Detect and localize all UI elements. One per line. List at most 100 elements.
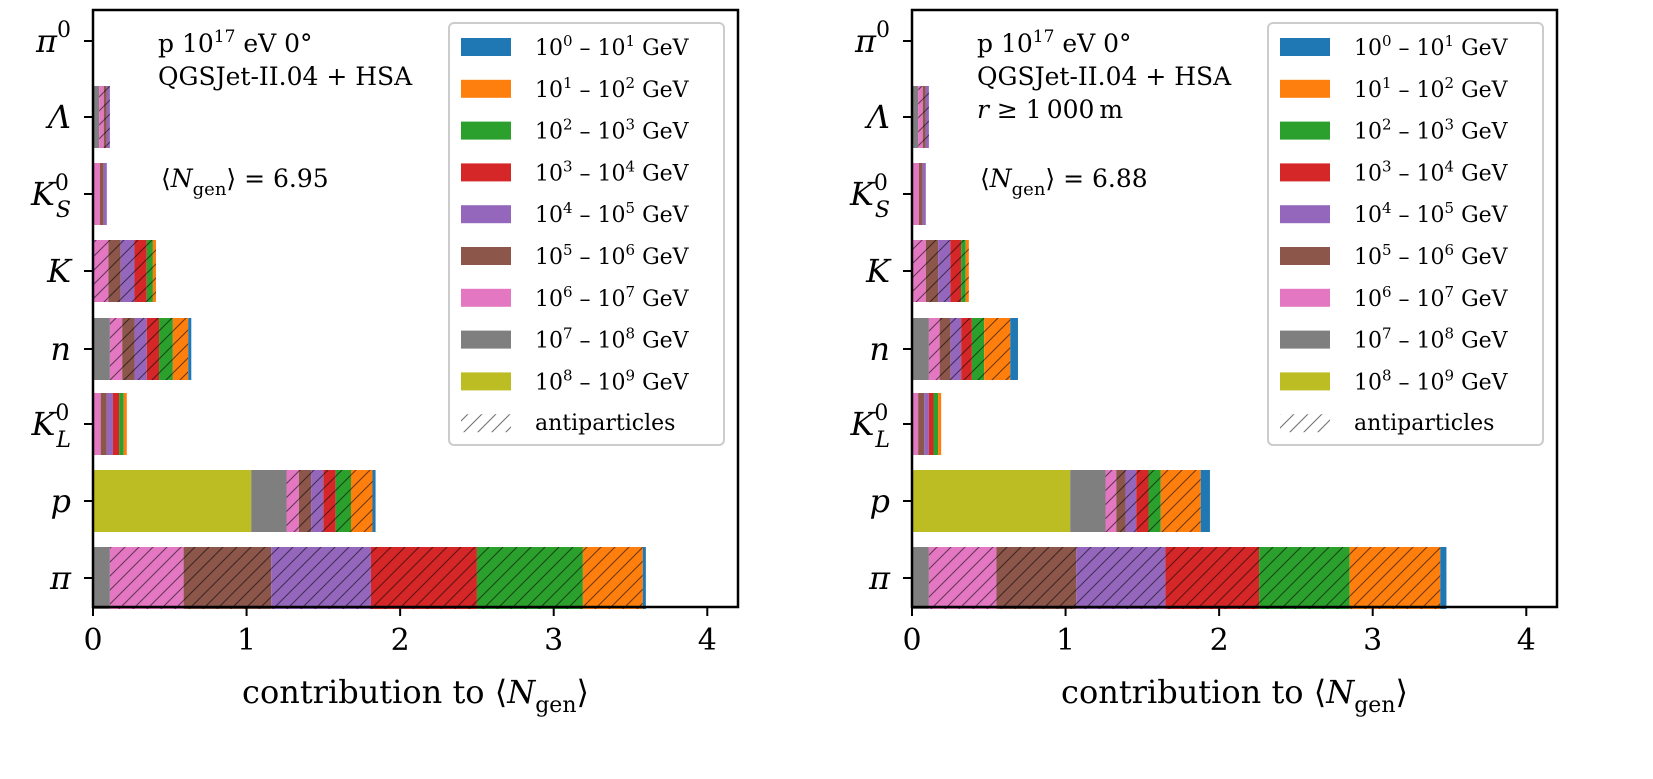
x-axis-label: contribution to ⟨Ngen⟩ bbox=[242, 673, 589, 718]
bar-segment bbox=[933, 393, 939, 455]
legend-label: 100 – 101 GeV bbox=[1354, 32, 1509, 61]
bar-segment-hatch bbox=[922, 86, 926, 148]
bar-segment bbox=[924, 393, 929, 455]
bar-segment-hatch bbox=[1349, 547, 1441, 609]
bar-segment bbox=[912, 163, 919, 225]
y-tick-label: p bbox=[870, 482, 890, 520]
legend-label: 104 – 105 GeV bbox=[1354, 199, 1509, 228]
legend-label: 105 – 106 GeV bbox=[1354, 241, 1509, 270]
x-tick-label: 1 bbox=[1056, 623, 1075, 658]
legend-label: 106 – 107 GeV bbox=[1354, 283, 1509, 312]
legend-swatch bbox=[1280, 121, 1330, 140]
annotation-radius-cut: r ≥ 1 000 m bbox=[977, 95, 1123, 124]
legend-swatch bbox=[1280, 163, 1330, 182]
annotation-model: QGSJet-II.04 + HSA bbox=[977, 62, 1232, 91]
x-tick-label: 4 bbox=[698, 623, 717, 658]
y-tick-label: K0 S bbox=[849, 171, 890, 223]
bar-segment-hatch bbox=[109, 318, 123, 380]
bar-segment bbox=[912, 86, 919, 148]
bar-segment bbox=[922, 163, 926, 225]
bar-segment-hatch bbox=[928, 318, 940, 380]
annotation-mean-ngen: ⟨Ngen⟩ = 6.95 bbox=[161, 164, 329, 200]
bar-segment bbox=[93, 86, 100, 148]
y-tick-label: π0 bbox=[854, 18, 890, 60]
legend-swatch bbox=[461, 372, 511, 391]
bar-segment bbox=[1070, 470, 1106, 532]
legend-swatch bbox=[1280, 247, 1330, 265]
legend-swatch bbox=[461, 330, 511, 349]
bar-segment-hatch bbox=[93, 240, 109, 302]
bar-segment bbox=[912, 318, 929, 380]
bar-segment-hatch bbox=[939, 318, 951, 380]
bar-segment-hatch bbox=[109, 547, 184, 609]
bar-segment-hatch bbox=[1148, 470, 1161, 532]
y-tick-label: K0 L bbox=[849, 401, 890, 453]
bar-segment-hatch bbox=[925, 240, 939, 302]
bar-segment bbox=[123, 393, 127, 455]
bar-segment-hatch bbox=[323, 470, 336, 532]
legend-swatch-antiparticles bbox=[1280, 414, 1330, 433]
bar-segment-hatch bbox=[152, 240, 156, 302]
axes-frame bbox=[91, 8, 740, 609]
legend-swatch bbox=[1280, 288, 1330, 307]
bar-segment-hatch bbox=[120, 240, 135, 302]
bar-segment bbox=[642, 547, 646, 609]
bar-segment bbox=[93, 393, 101, 455]
legend-swatch bbox=[461, 79, 511, 98]
bar-segment bbox=[119, 393, 124, 455]
bar-segment-hatch bbox=[1105, 470, 1117, 532]
bar-segment-hatch bbox=[335, 470, 351, 532]
y-tick-label: Λ bbox=[864, 98, 890, 136]
legend-swatch bbox=[1280, 38, 1330, 56]
x-tick-label: 1 bbox=[237, 623, 256, 658]
bar-segment-hatch bbox=[965, 240, 969, 302]
legend-label: 101 – 102 GeV bbox=[535, 74, 690, 103]
bar-segment bbox=[93, 163, 100, 225]
bar-segment bbox=[1440, 547, 1447, 609]
bar-segment bbox=[918, 163, 923, 225]
bar-segment bbox=[1200, 470, 1210, 532]
legend-swatch bbox=[461, 163, 511, 182]
y-tick-label: π0 bbox=[35, 18, 71, 60]
bar-segment bbox=[100, 393, 107, 455]
legend-swatch bbox=[461, 38, 511, 56]
y-tick-label: K bbox=[46, 252, 73, 290]
bar-segment-hatch bbox=[106, 86, 110, 148]
bar-segment-hatch bbox=[103, 86, 107, 148]
bar-segment-hatch bbox=[99, 86, 104, 148]
legend-label: 103 – 104 GeV bbox=[1354, 157, 1509, 186]
legend-box bbox=[1267, 22, 1544, 446]
bar-segment bbox=[93, 470, 252, 532]
bar-segment-hatch bbox=[1116, 470, 1126, 532]
legend-label: 101 – 102 GeV bbox=[1354, 74, 1509, 103]
bar-segment-hatch bbox=[122, 318, 135, 380]
bar-segment-hatch bbox=[1125, 470, 1137, 532]
bar-segment-hatch bbox=[351, 470, 373, 532]
bar-segment-hatch bbox=[950, 240, 962, 302]
axes-frame bbox=[910, 8, 1559, 609]
annotation-model: QGSJet-II.04 + HSA bbox=[158, 62, 413, 91]
bar-segment-hatch bbox=[984, 318, 1011, 380]
bar-segment bbox=[928, 393, 934, 455]
x-tick-label: 0 bbox=[83, 623, 102, 658]
legend-swatch-antiparticles bbox=[461, 414, 511, 433]
y-tick-label: n bbox=[869, 330, 890, 368]
bar-segment-hatch bbox=[996, 547, 1077, 609]
legend-swatch bbox=[1280, 205, 1330, 224]
y-tick-label: Λ bbox=[45, 98, 71, 136]
bar-segment-hatch bbox=[1076, 547, 1166, 609]
bar-segment bbox=[912, 547, 929, 609]
bar-segment-hatch bbox=[912, 240, 926, 302]
bar-segment-hatch bbox=[271, 547, 371, 609]
bar-segment-hatch bbox=[108, 240, 121, 302]
legend-label-antiparticles: antiparticles bbox=[1354, 411, 1494, 436]
bar-segment bbox=[918, 393, 925, 455]
legend-label-antiparticles: antiparticles bbox=[535, 411, 675, 436]
annotation-mean-ngen: ⟨Ngen⟩ = 6.88 bbox=[980, 164, 1148, 200]
bar-segment-hatch bbox=[928, 547, 997, 609]
bar-segment bbox=[251, 470, 287, 532]
bar-segment bbox=[1010, 318, 1018, 380]
legend-label: 103 – 104 GeV bbox=[535, 157, 690, 186]
bar-segment-hatch bbox=[925, 86, 929, 148]
y-tick-label: n bbox=[50, 330, 71, 368]
